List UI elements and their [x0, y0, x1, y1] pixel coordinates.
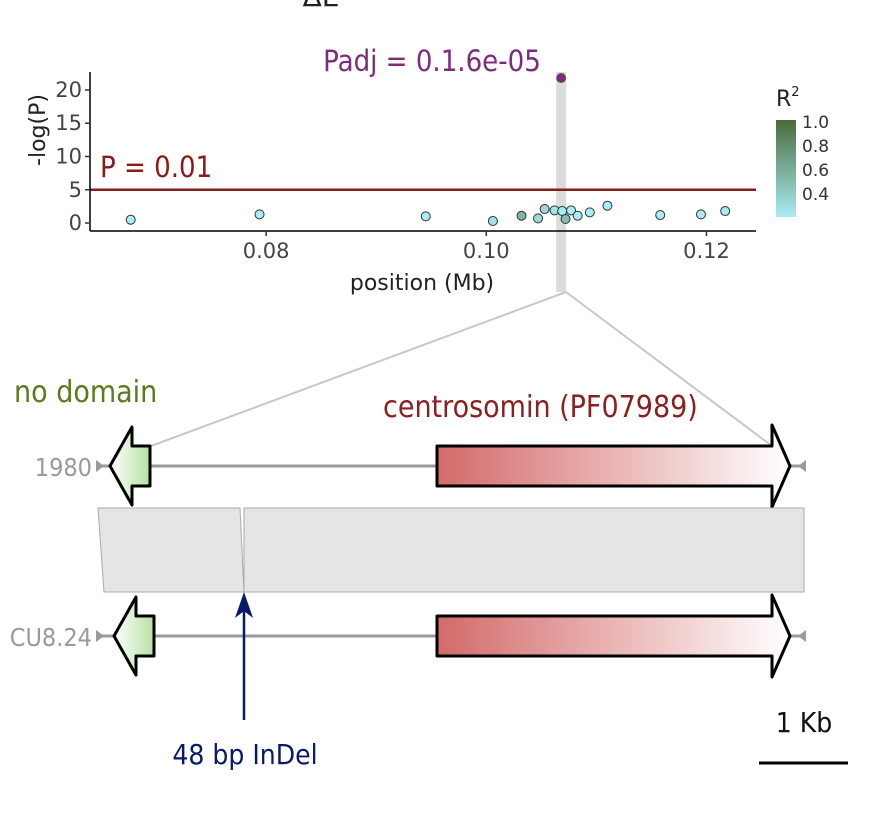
indel-label: 48 bp InDel: [172, 738, 317, 771]
alignment-block-left: [97, 507, 245, 593]
data-points: [125, 72, 731, 227]
y-tick-label-5: 20: [55, 78, 82, 102]
data-point-15: [655, 210, 666, 221]
data-point-6: [533, 213, 544, 224]
data-point-7: [539, 204, 550, 215]
data-point-1: [125, 214, 136, 225]
no-domain-label: no domain: [14, 375, 157, 410]
legend-label-4: 0.4: [802, 185, 829, 205]
legend-title: R2: [776, 85, 800, 112]
no-domain-gene-arrow-bottom: [112, 595, 156, 677]
manhattan-plot: 0.08 0.10 0.12 0 5 10 15 20 position (Mb) -log…: [26, 44, 829, 296]
data-point-2: [254, 209, 265, 220]
r2-legend: R2 1.0 0.8 0.6 0.4: [776, 85, 829, 217]
highlight-band: [556, 72, 567, 292]
zoom-connector: [150, 291, 773, 447]
threshold-label: P = 0.01: [100, 150, 212, 184]
data-point-13: [584, 207, 595, 218]
x-tick-label-3: 0.12: [683, 239, 730, 263]
scale-bar-label: 1 Kb: [776, 706, 833, 739]
x-axis-title: position (Mb): [350, 271, 494, 296]
highlight-band-rect: [556, 72, 567, 292]
zoom-line-right: [565, 291, 773, 447]
y-tick-label-2: 5: [69, 178, 82, 202]
data-point-3: [420, 211, 431, 222]
legend-label-1: 1.0: [802, 113, 829, 133]
legend-colorbar: [776, 120, 796, 217]
data-point-5: [516, 210, 527, 221]
y-tick-label-1: 0: [69, 211, 82, 235]
legend-title-superscript: 2: [791, 85, 799, 100]
legend-label-3: 0.6: [802, 161, 829, 181]
x-tick-label-1: 0.08: [243, 239, 290, 263]
data-point-10: [560, 214, 571, 225]
data-point-16: [695, 209, 706, 220]
y-axis: 0 5 10 15 20: [55, 72, 91, 235]
data-point-4: [487, 216, 498, 227]
centrosomin-gene-arrow-bottom: [435, 593, 792, 679]
top-hit-label: Padj = 0.1.6e-05: [323, 44, 541, 78]
strain-label-top: 1980: [35, 453, 92, 482]
top-hit-point: [556, 72, 567, 83]
data-point-12: [572, 210, 583, 221]
strain-label-bottom: CU8.24: [10, 623, 92, 652]
data-point-11: [566, 205, 577, 216]
centrosomin-gene-arrow-top: [435, 423, 792, 509]
y-tick-label-4: 15: [55, 111, 82, 135]
x-axis: 0.08 0.10 0.12: [90, 230, 756, 263]
legend-label-2: 0.8: [802, 137, 829, 157]
no-domain-gene-arrow-top: [108, 425, 152, 507]
alignment-block-right: [243, 507, 805, 593]
zoom-line-left: [150, 291, 567, 447]
panel-label: ΔE: [303, 0, 340, 13]
data-point-14: [602, 200, 613, 211]
y-tick-label-3: 10: [55, 144, 82, 168]
data-point-17: [720, 206, 731, 217]
centrosomin-label: centrosomin (PF07989): [383, 390, 698, 425]
x-tick-label-2: 0.10: [463, 239, 510, 263]
y-axis-title: -log(P): [26, 94, 51, 166]
gene-diagram: no domain centrosomin (PF07989) 1980 CU8…: [10, 375, 848, 771]
indel-arrow: [235, 592, 253, 720]
